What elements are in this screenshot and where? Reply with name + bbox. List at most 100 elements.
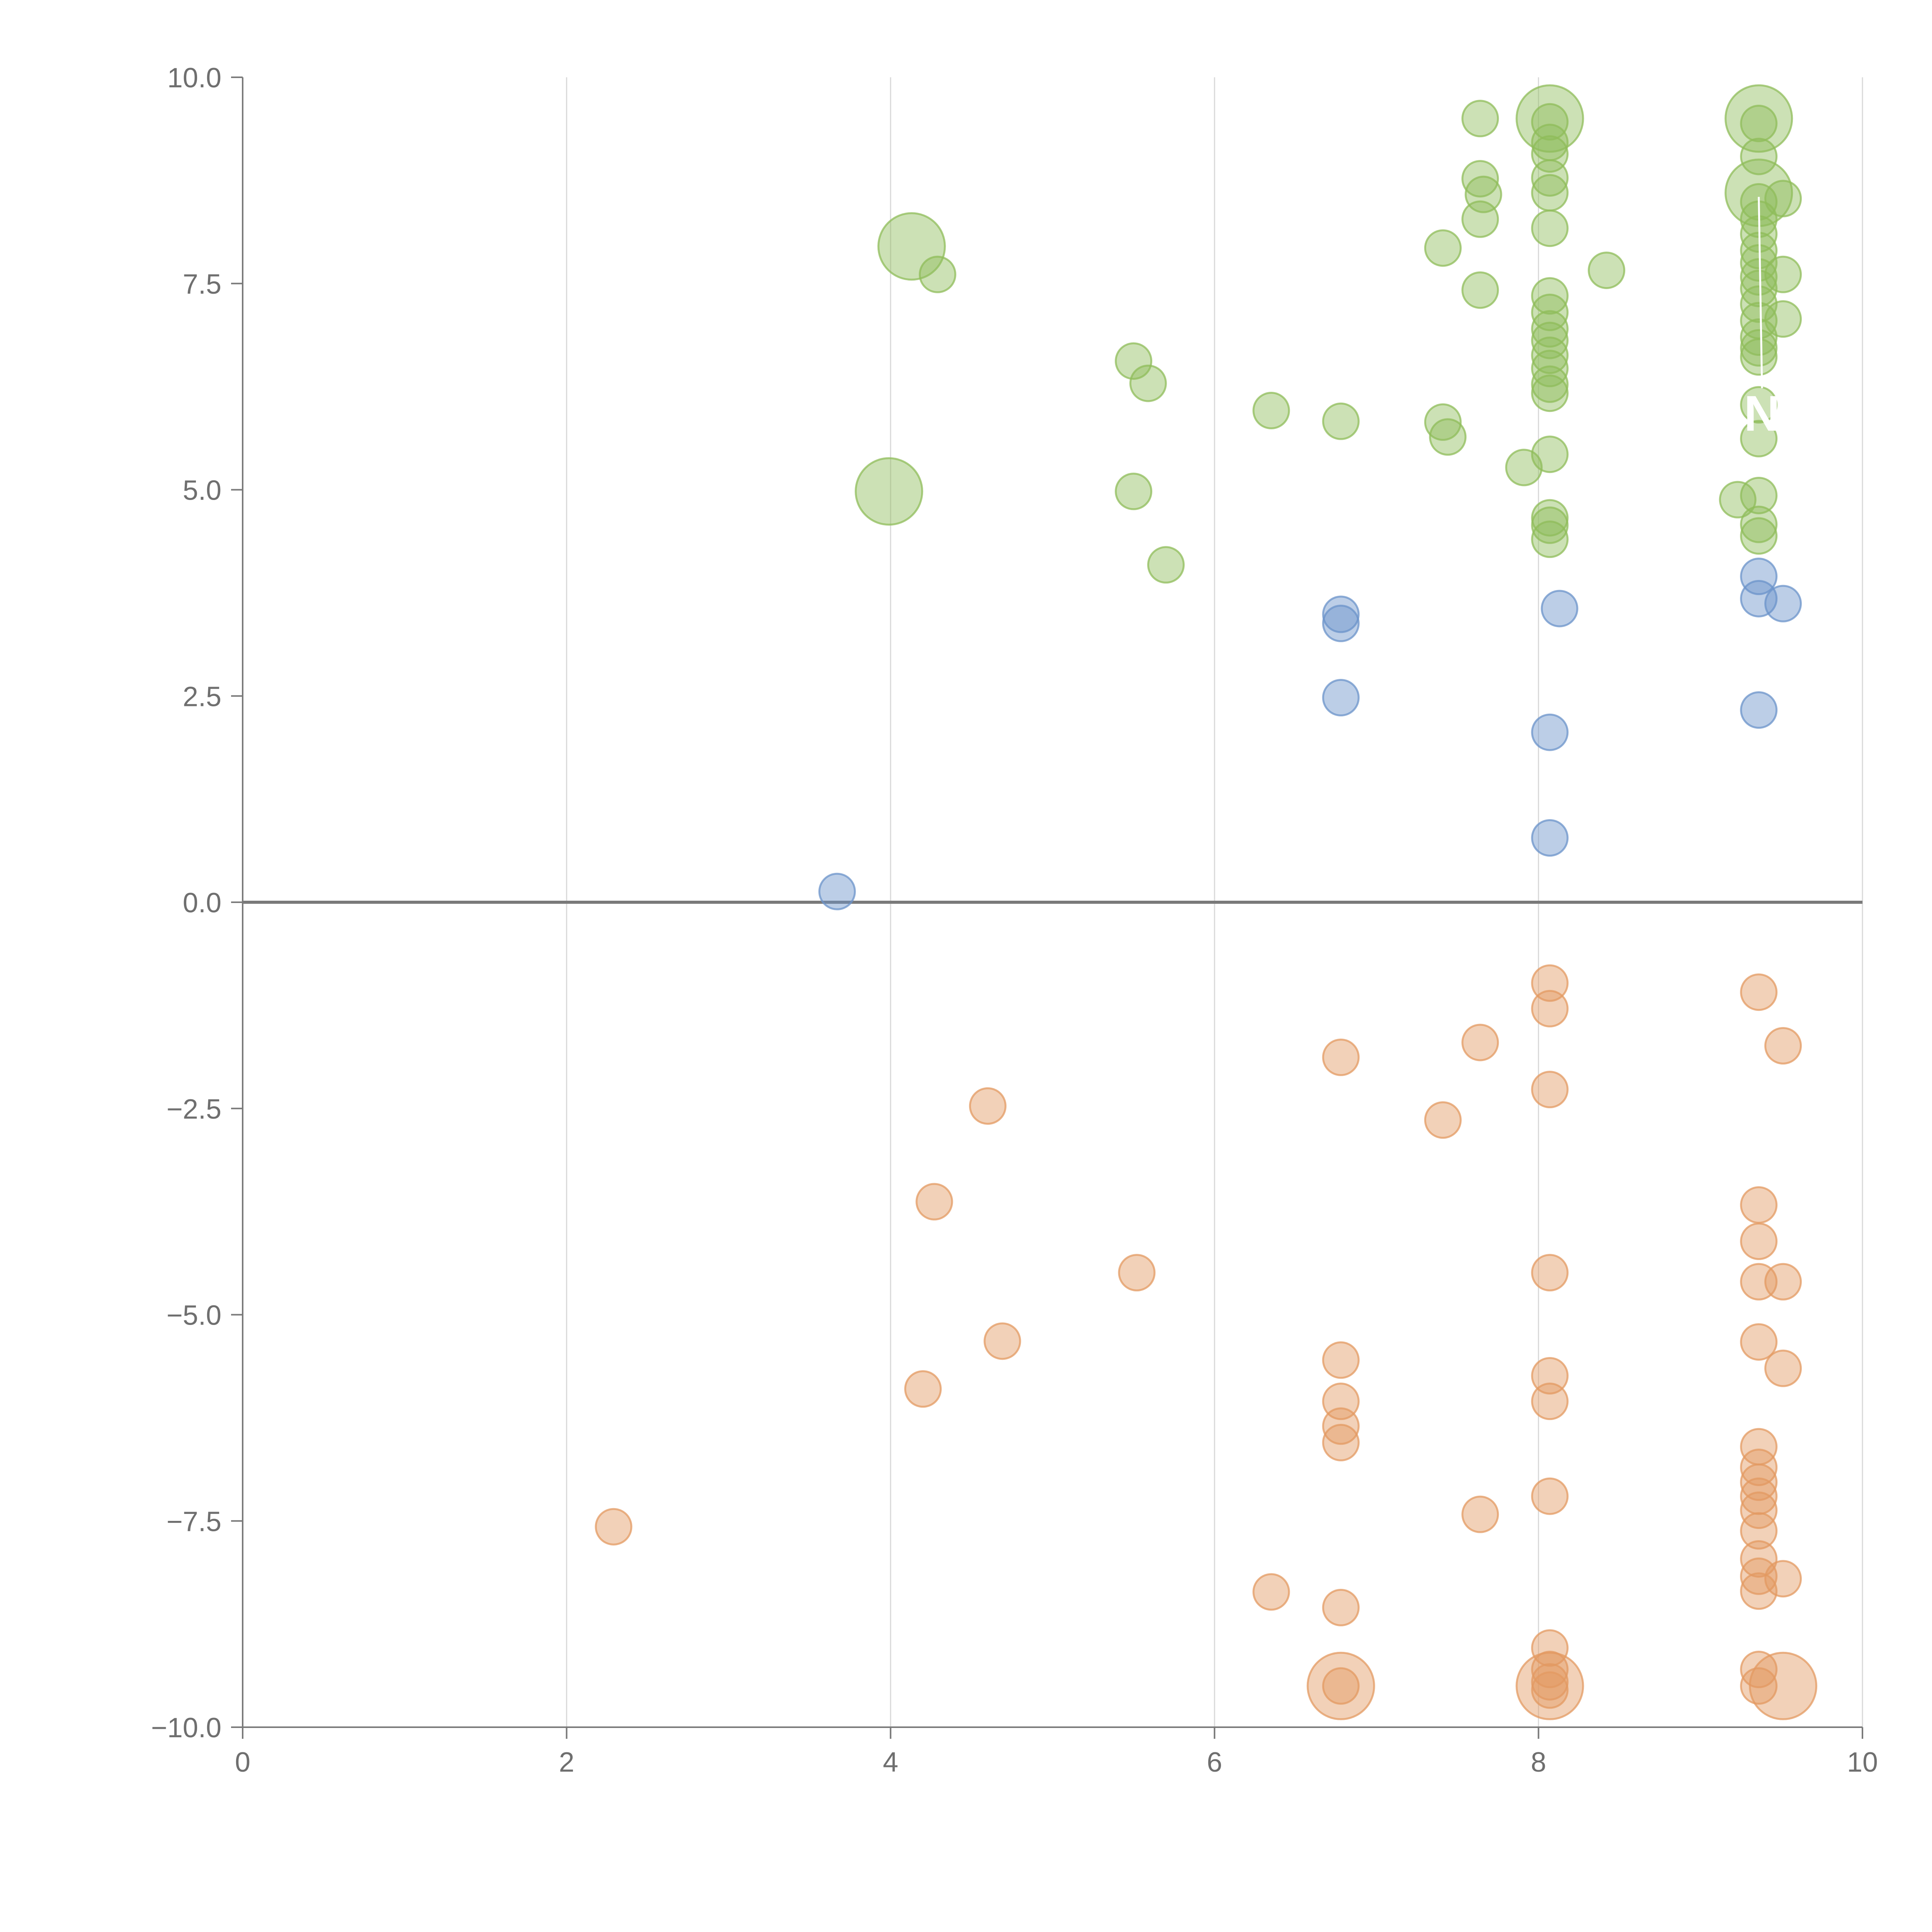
data-point xyxy=(1531,435,1569,473)
data-point xyxy=(1461,100,1499,138)
data-point xyxy=(1740,1572,1778,1610)
data-point xyxy=(877,212,946,281)
data-point xyxy=(1531,310,1569,348)
data-point xyxy=(1531,336,1569,374)
data-point xyxy=(1588,252,1626,289)
data-point xyxy=(1764,1349,1802,1387)
data-point xyxy=(595,1508,633,1546)
data-point xyxy=(1147,546,1185,584)
data-point xyxy=(1740,1448,1778,1486)
data-point xyxy=(1531,520,1569,558)
x-tick-label: 6 xyxy=(1207,1747,1222,1778)
data-point xyxy=(1740,580,1778,617)
data-point xyxy=(818,872,856,910)
y-tick-label: −10.0 xyxy=(151,1713,221,1743)
data-point xyxy=(1764,1027,1802,1065)
x-tick-label: 10 xyxy=(1847,1747,1878,1778)
data-point xyxy=(1322,1407,1360,1445)
data-point xyxy=(1740,386,1778,424)
data-point xyxy=(969,1087,1007,1125)
data-point xyxy=(1531,1383,1569,1420)
data-point xyxy=(1531,1629,1569,1667)
data-point xyxy=(1129,364,1167,402)
axes: 0 2 4 6 8 10 −10.0 −7.5 −5.0 −2.5 0.0 2.5 5.0 7.5 10.0 xyxy=(151,63,1878,1778)
data-point xyxy=(1322,1341,1360,1379)
y-tick-label: −2.5 xyxy=(167,1094,221,1125)
data-point xyxy=(1252,1573,1290,1611)
data-point xyxy=(1740,420,1778,457)
data-point xyxy=(1531,365,1569,403)
data-point xyxy=(1531,1663,1569,1701)
data-point xyxy=(1740,973,1778,1011)
data-point xyxy=(1531,1071,1569,1109)
data-point xyxy=(1531,209,1569,247)
data-point xyxy=(1461,200,1499,238)
data-point xyxy=(1740,1222,1778,1260)
data-point xyxy=(1424,1101,1462,1139)
data-point xyxy=(1461,160,1499,198)
data-point xyxy=(1740,691,1778,729)
data-point xyxy=(1764,585,1802,622)
data-point xyxy=(1461,1024,1499,1061)
y-tick-label: −7.5 xyxy=(167,1506,221,1537)
data-point xyxy=(1740,258,1778,296)
data-point xyxy=(1424,403,1462,441)
y-tick-label: 0.0 xyxy=(183,888,221,918)
y-tick-label: −5.0 xyxy=(167,1300,221,1331)
data-point xyxy=(1725,84,1793,153)
x-tick-label: 2 xyxy=(559,1747,574,1778)
data-point xyxy=(1719,481,1757,519)
data-point xyxy=(915,1183,953,1221)
data-point xyxy=(1306,1651,1375,1720)
data-point xyxy=(1531,964,1569,1002)
series-green xyxy=(855,84,1802,584)
data-point xyxy=(1541,590,1578,628)
data-point xyxy=(1740,1323,1778,1361)
data-point xyxy=(1515,1651,1584,1720)
data-point xyxy=(1429,418,1467,456)
data-point xyxy=(1322,679,1360,717)
data-point xyxy=(1740,558,1778,595)
data-point xyxy=(1322,1588,1360,1626)
series-orange xyxy=(595,964,1818,1720)
data-point xyxy=(1115,473,1153,510)
data-point xyxy=(1531,293,1569,331)
data-point xyxy=(1115,342,1153,380)
data-point xyxy=(1740,517,1778,555)
annotation-label: N xyxy=(1744,385,1780,442)
data-point xyxy=(1531,174,1569,212)
data-point xyxy=(1740,105,1778,143)
data-point xyxy=(1531,1357,1569,1395)
y-tick-label: 7.5 xyxy=(183,269,221,300)
data-point xyxy=(1740,1463,1778,1501)
data-point xyxy=(1764,180,1802,218)
data-point xyxy=(1764,1263,1802,1301)
data-point xyxy=(1764,1560,1802,1598)
data-point xyxy=(1764,255,1802,293)
y-tick-label: 10.0 xyxy=(167,63,221,94)
data-point xyxy=(1461,1495,1499,1533)
data-point xyxy=(1749,1651,1818,1720)
data-point xyxy=(1322,1667,1360,1705)
x-tick-label: 4 xyxy=(883,1747,898,1778)
data-point xyxy=(1322,1038,1360,1076)
data-point xyxy=(1461,271,1499,309)
data-point xyxy=(1118,1254,1156,1292)
data-point xyxy=(1531,819,1569,857)
data-point xyxy=(855,457,923,526)
annotation-leader xyxy=(1758,197,1763,388)
data-point xyxy=(1531,1477,1569,1515)
data-point xyxy=(1531,990,1569,1027)
data-point xyxy=(1740,138,1778,175)
data-point xyxy=(1740,329,1778,367)
data-point xyxy=(918,255,956,293)
data-point xyxy=(983,1322,1021,1360)
data-points xyxy=(595,84,1818,1720)
data-point xyxy=(1531,374,1569,412)
data-point xyxy=(1740,1557,1778,1595)
data-point xyxy=(1531,321,1569,359)
data-point xyxy=(1531,103,1569,141)
data-point xyxy=(1424,229,1462,267)
data-point xyxy=(1322,604,1360,642)
